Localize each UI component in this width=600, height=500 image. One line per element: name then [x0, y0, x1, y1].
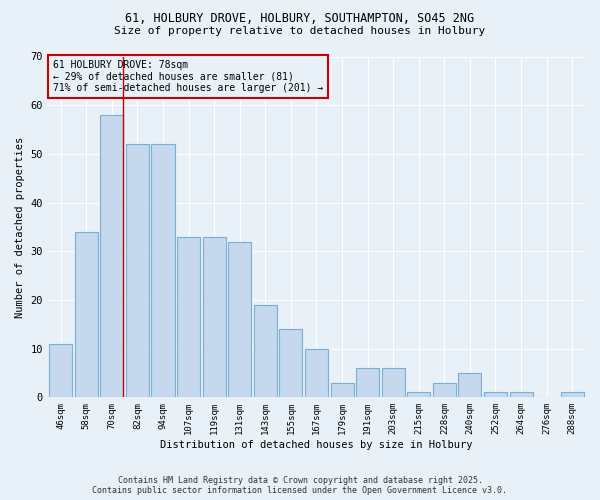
- Text: Contains HM Land Registry data © Crown copyright and database right 2025.
Contai: Contains HM Land Registry data © Crown c…: [92, 476, 508, 495]
- Bar: [203, 236, 226, 398]
- X-axis label: Distribution of detached houses by size in Holbury: Distribution of detached houses by size …: [160, 440, 473, 450]
- Text: 61, HOLBURY DROVE, HOLBURY, SOUTHAMPTON, SO45 2NG: 61, HOLBURY DROVE, HOLBURY, SOUTHAMPTON,…: [125, 12, 475, 26]
- Bar: [49, 344, 72, 398]
- Bar: [561, 392, 584, 398]
- Bar: [177, 236, 200, 398]
- Bar: [382, 368, 404, 398]
- Text: Size of property relative to detached houses in Holbury: Size of property relative to detached ho…: [115, 26, 485, 36]
- Bar: [509, 392, 533, 398]
- Bar: [356, 368, 379, 398]
- Bar: [280, 329, 302, 398]
- Bar: [484, 392, 507, 398]
- Bar: [458, 373, 481, 398]
- Bar: [151, 144, 175, 398]
- Bar: [407, 392, 430, 398]
- Text: 61 HOLBURY DROVE: 78sqm
← 29% of detached houses are smaller (81)
71% of semi-de: 61 HOLBURY DROVE: 78sqm ← 29% of detache…: [53, 60, 323, 93]
- Bar: [331, 382, 353, 398]
- Bar: [433, 382, 456, 398]
- Bar: [126, 144, 149, 398]
- Bar: [228, 242, 251, 398]
- Bar: [254, 305, 277, 398]
- Bar: [100, 115, 124, 398]
- Y-axis label: Number of detached properties: Number of detached properties: [15, 136, 25, 318]
- Bar: [75, 232, 98, 398]
- Bar: [305, 348, 328, 398]
